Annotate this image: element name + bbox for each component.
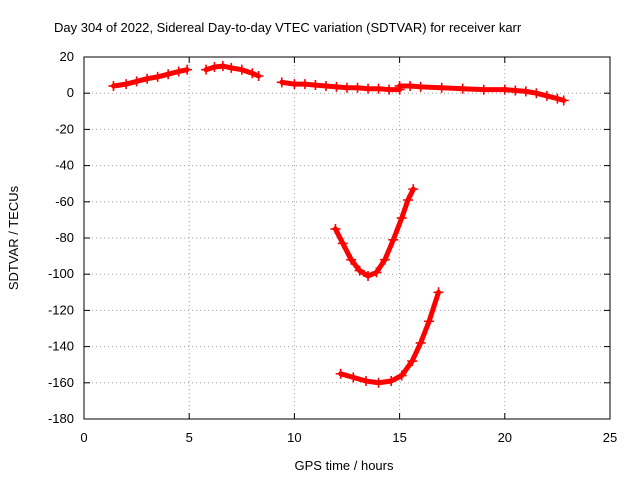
data-series bbox=[108, 61, 569, 388]
y-tick-label: -60 bbox=[55, 194, 74, 209]
data-point bbox=[335, 368, 346, 379]
data-point bbox=[386, 375, 397, 386]
data-point bbox=[121, 79, 132, 90]
series-line bbox=[338, 289, 441, 386]
data-point bbox=[289, 79, 300, 90]
data-point bbox=[405, 80, 416, 91]
data-point bbox=[236, 64, 247, 75]
x-tick-label: 0 bbox=[80, 430, 87, 445]
data-point bbox=[173, 66, 184, 77]
x-tick-label: 5 bbox=[186, 430, 193, 445]
data-point bbox=[342, 82, 352, 93]
y-axis-label: SDTVAR / TECUs bbox=[6, 185, 21, 290]
data-point bbox=[415, 337, 426, 348]
x-tick-label: 10 bbox=[287, 430, 301, 445]
data-point bbox=[407, 356, 418, 367]
y-tick-label: -80 bbox=[55, 230, 74, 245]
data-point bbox=[371, 267, 382, 278]
data-point bbox=[541, 90, 552, 101]
data-point bbox=[520, 86, 531, 97]
y-tick-label: -140 bbox=[48, 339, 74, 354]
x-axis-label: GPS time / hours bbox=[295, 458, 394, 473]
series-segment-3 bbox=[276, 77, 405, 95]
y-tick-label: -100 bbox=[48, 266, 74, 281]
data-point bbox=[226, 62, 237, 73]
data-point bbox=[379, 254, 390, 265]
data-point bbox=[253, 71, 264, 82]
data-point bbox=[510, 85, 521, 96]
data-point bbox=[201, 64, 212, 75]
data-point bbox=[424, 316, 435, 327]
series-segment-2 bbox=[201, 61, 264, 82]
grid bbox=[84, 57, 610, 419]
x-tick-label: 15 bbox=[392, 430, 406, 445]
data-point bbox=[330, 223, 341, 234]
data-point bbox=[354, 265, 365, 276]
data-point bbox=[457, 83, 468, 94]
data-point bbox=[396, 213, 407, 224]
data-point bbox=[396, 370, 407, 381]
data-point bbox=[394, 80, 405, 91]
data-point bbox=[131, 76, 142, 87]
y-tick-label: -180 bbox=[48, 411, 74, 426]
data-point bbox=[363, 271, 374, 282]
data-point bbox=[388, 234, 399, 245]
data-point bbox=[163, 69, 174, 80]
axis-ticks: -180 -160 -140 -120 -100 -80 -60 -40 -20 0 20 0 5 10 1… bbox=[48, 49, 617, 445]
data-point bbox=[415, 81, 426, 92]
data-point bbox=[348, 372, 359, 383]
y-tick-label: 0 bbox=[67, 85, 74, 100]
y-tick-label: 20 bbox=[60, 49, 74, 64]
data-point bbox=[247, 68, 258, 79]
data-point bbox=[320, 80, 331, 91]
data-point bbox=[552, 93, 563, 104]
y-tick-label: -120 bbox=[48, 302, 74, 317]
data-point bbox=[299, 79, 310, 90]
data-point bbox=[142, 73, 153, 84]
series-line bbox=[332, 186, 416, 279]
series-segment-1 bbox=[108, 64, 193, 91]
data-point bbox=[217, 61, 228, 72]
data-point bbox=[558, 95, 569, 106]
data-point bbox=[373, 377, 384, 388]
x-tick-label: 25 bbox=[603, 430, 617, 445]
data-point bbox=[352, 82, 363, 93]
x-tick-label: 20 bbox=[498, 430, 512, 445]
plot-frame bbox=[83, 56, 611, 420]
data-point bbox=[331, 81, 342, 92]
data-point bbox=[373, 83, 384, 94]
data-point bbox=[531, 88, 542, 99]
data-point bbox=[384, 84, 395, 95]
series-segment-6 bbox=[335, 287, 444, 388]
y-tick-label: -160 bbox=[48, 375, 74, 390]
data-point bbox=[436, 82, 447, 93]
data-point bbox=[337, 238, 348, 249]
data-point bbox=[346, 254, 357, 265]
data-point bbox=[433, 287, 444, 298]
data-point bbox=[108, 80, 119, 91]
data-point bbox=[310, 80, 321, 91]
data-point bbox=[182, 64, 193, 75]
data-point bbox=[408, 184, 419, 195]
y-tick-label: -20 bbox=[55, 121, 74, 136]
data-point bbox=[152, 71, 163, 82]
y-tick-label: -40 bbox=[55, 158, 74, 173]
data-point bbox=[499, 84, 510, 95]
chart-title: Day 304 of 2022, Sidereal Day-to-day VTE… bbox=[54, 20, 522, 35]
series-segment-4 bbox=[394, 80, 569, 106]
data-point bbox=[478, 84, 489, 95]
data-point bbox=[360, 375, 371, 386]
data-point bbox=[209, 61, 220, 72]
data-point bbox=[276, 77, 287, 88]
data-point bbox=[403, 194, 414, 205]
data-point bbox=[363, 83, 374, 94]
series-segment-5 bbox=[330, 184, 419, 282]
